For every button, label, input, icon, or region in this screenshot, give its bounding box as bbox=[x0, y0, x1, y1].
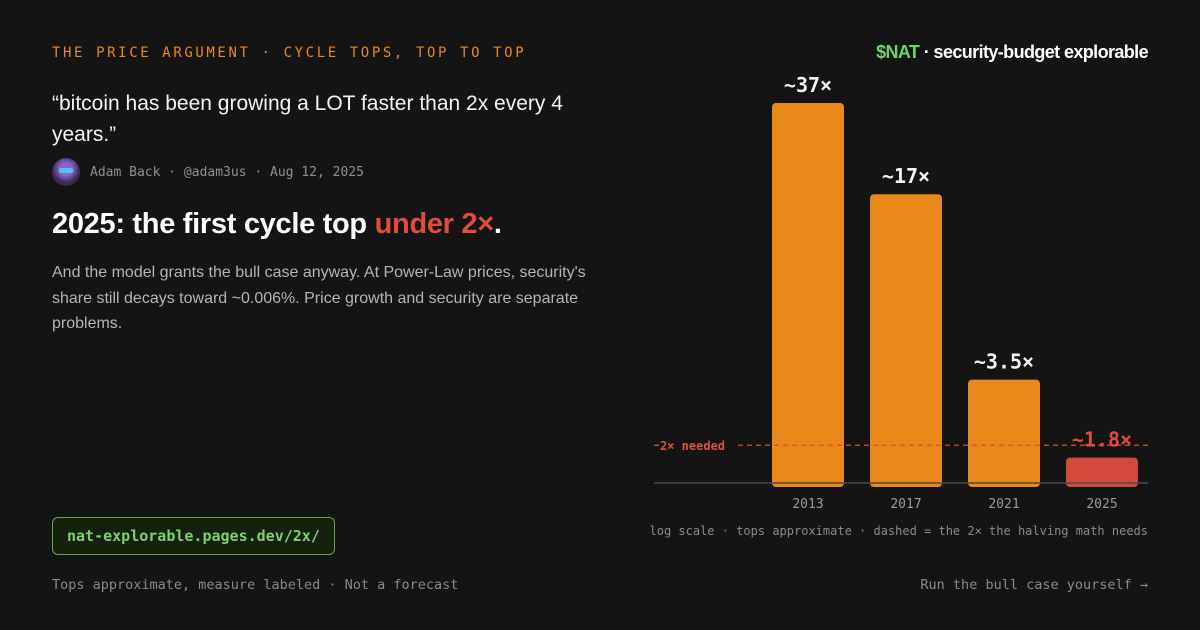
bar-2021 bbox=[968, 379, 1040, 487]
headline-accent: under 2× bbox=[374, 208, 495, 240]
headline: 2025: the first cycle top under 2×. bbox=[52, 208, 502, 241]
cycle-tops-bar-chart: ~37× ~17× ~3.5× ~1.8× 2013 2017 2021 2025 2× n… bbox=[654, 73, 1148, 512]
x-tick-2013: 2013 bbox=[792, 497, 823, 512]
value-label-2021: ~3.5× bbox=[974, 350, 1034, 374]
footer-disclaimer: Tops approximate, measure labeled · Not … bbox=[52, 577, 459, 593]
value-label-2013: ~37× bbox=[784, 73, 832, 97]
chart-value-labels: ~37× ~17× ~3.5× ~1.8× bbox=[784, 73, 1132, 452]
x-tick-2021: 2021 bbox=[988, 497, 1019, 512]
chart-caption: log scale · tops approximate · dashed = … bbox=[649, 524, 1149, 538]
x-tick-2017: 2017 bbox=[890, 497, 921, 512]
headline-trail: . bbox=[493, 208, 502, 240]
brand-ticker: $NAT bbox=[876, 42, 920, 62]
bar-2025 bbox=[1066, 457, 1138, 487]
value-label-2017: ~17× bbox=[882, 164, 930, 188]
eyebrow-label: THE PRICE ARGUMENT · CYCLE TOPS, TOP TO … bbox=[52, 45, 527, 61]
body-text: And the model grants the bull case anywa… bbox=[52, 264, 586, 332]
quote-text: “bitcoin has been growing a LOT faster t… bbox=[52, 92, 563, 146]
bar-2013 bbox=[772, 103, 844, 487]
brand-title: $NAT · security-budget explorable bbox=[876, 42, 1149, 63]
headline-lead: 2025: the first cycle top bbox=[52, 208, 375, 240]
bar-2017 bbox=[870, 194, 942, 487]
x-tick-2025: 2025 bbox=[1086, 497, 1117, 512]
byline-text: Adam Back · @adam3us · Aug 12, 2025 bbox=[90, 164, 364, 180]
url-link[interactable]: nat-explorable.pages.dev/2x/ bbox=[52, 517, 335, 555]
byline: Adam Back · @adam3us · Aug 12, 2025 bbox=[52, 158, 364, 186]
brand-subtitle: · security-budget explorable bbox=[919, 42, 1149, 62]
avatar bbox=[52, 158, 80, 186]
chart-bars bbox=[772, 103, 1138, 487]
bull-case-link[interactable]: Run the bull case yourself → bbox=[920, 577, 1148, 593]
value-label-2025: ~1.8× bbox=[1072, 428, 1132, 452]
threshold-label: 2× needed bbox=[660, 439, 725, 453]
chart-x-ticks: 2013 2017 2021 2025 bbox=[792, 497, 1117, 512]
